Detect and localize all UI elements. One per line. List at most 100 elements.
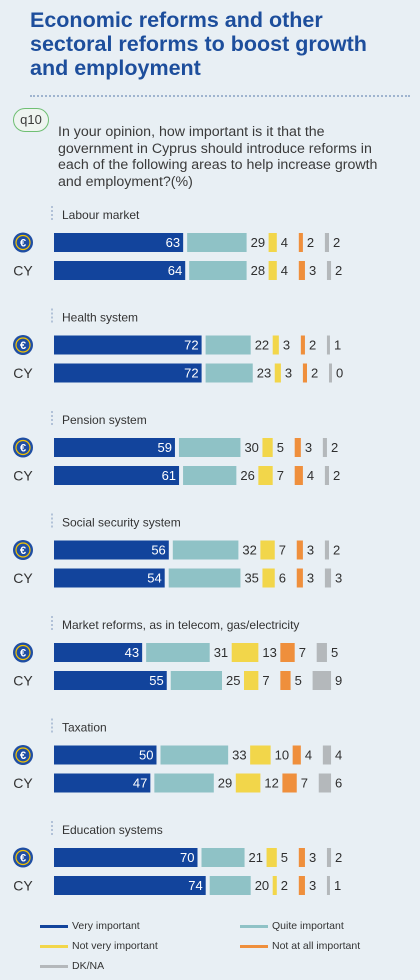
data-label: 2	[311, 366, 318, 381]
data-label: 4	[307, 468, 314, 483]
bar-segment-eu-4-6	[326, 848, 332, 867]
data-label: 3	[335, 571, 342, 586]
bar-segment-eu-0-4	[54, 643, 143, 662]
bar-segment-cy-4-6	[326, 876, 330, 895]
row-label-cy: CY	[13, 570, 33, 586]
bar-segment-cy-0-0	[54, 261, 186, 280]
legend-label: Quite important	[272, 920, 344, 932]
legend-item: DK/NA	[40, 960, 104, 972]
eu-badge-ring	[15, 542, 31, 558]
data-label: 7	[277, 468, 284, 483]
data-label: 0	[336, 366, 343, 381]
bar-segment-cy-4-1	[329, 363, 332, 383]
bar-segment-cy-3-2	[294, 466, 303, 485]
legend-swatch	[40, 924, 68, 928]
data-label: 74	[188, 878, 202, 893]
bar-segment-cy-4-3	[324, 568, 332, 588]
row-label-cy: CY	[13, 263, 33, 279]
row-label-eu: €	[20, 238, 26, 250]
row-label-cy: CY	[13, 878, 33, 894]
data-label: 31	[214, 645, 228, 660]
bar-segment-eu-3-2	[294, 438, 301, 457]
row-label-cy: CY	[13, 673, 33, 689]
data-label: 29	[218, 776, 232, 791]
data-label: 61	[162, 468, 176, 483]
legend-label: Not at all important	[272, 940, 361, 952]
row-label-eu: €	[20, 340, 26, 352]
legend-item: Not very important	[40, 940, 158, 952]
data-label: 22	[255, 338, 269, 353]
bar-segment-cy-2-5	[235, 773, 261, 793]
data-label: 3	[309, 850, 316, 865]
bar-segment-cy-1-2	[183, 466, 237, 485]
row-label-cy: CY	[13, 775, 33, 791]
bar-segment-cy-0-5	[54, 773, 151, 793]
bar-segment-eu-1-4	[146, 643, 210, 662]
data-label: 30	[244, 440, 258, 455]
bar-segment-eu-2-1	[272, 335, 279, 355]
title-divider	[30, 95, 410, 97]
data-label: 3	[309, 878, 316, 893]
bar-segment-cy-2-3	[262, 568, 275, 588]
category-label: Market reforms, as in telecom, gas/elect…	[62, 618, 299, 632]
bar-segment-cy-0-1	[54, 363, 202, 383]
data-label: 3	[305, 440, 312, 455]
category-label: Taxation	[62, 721, 107, 735]
data-label: 3	[285, 366, 292, 381]
bar-segment-eu-2-5	[250, 745, 271, 765]
data-label: 5	[295, 673, 302, 688]
data-label: 50	[139, 748, 153, 763]
bar-segment-cy-1-3	[168, 568, 241, 588]
legend-item: Quite important	[240, 920, 344, 932]
data-label: 2	[309, 338, 316, 353]
data-label: 1	[334, 338, 341, 353]
eu-badge-ring	[15, 644, 31, 661]
data-label: 4	[335, 748, 342, 763]
data-label: 3	[307, 571, 314, 586]
data-label: 32	[242, 543, 256, 558]
data-label: 64	[168, 263, 182, 278]
bar-segment-eu-1-0	[187, 233, 247, 252]
data-label: 56	[151, 543, 165, 558]
bar-segment-eu-4-4	[316, 643, 327, 662]
data-label: 4	[281, 263, 288, 278]
legend-label: DK/NA	[72, 960, 105, 972]
data-label: 5	[277, 440, 284, 455]
eu-badge-ring	[15, 337, 31, 353]
data-label: 72	[184, 338, 198, 353]
bar-segment-cy-4-2	[324, 466, 329, 485]
bar-segment-eu-1-6	[201, 848, 245, 867]
row-label-eu: €	[20, 545, 26, 557]
data-label: 2	[333, 235, 340, 250]
bar-segment-cy-1-6	[209, 876, 251, 895]
category-label: Labour market	[62, 208, 140, 222]
bar-segment-cy-1-0	[189, 261, 247, 280]
data-label: 70	[180, 850, 194, 865]
legend-item: Very important	[40, 920, 140, 932]
page-title: Economic reforms and other sectoral refo…	[30, 8, 367, 80]
category-label: Social security system	[62, 516, 181, 530]
legend-swatch	[40, 964, 68, 968]
data-label: 72	[184, 366, 198, 381]
bar-segment-cy-3-5	[282, 773, 297, 793]
data-label: 3	[283, 338, 290, 353]
category-label: Pension system	[62, 413, 147, 427]
row-label-cy: CY	[13, 365, 33, 381]
data-label: 55	[149, 673, 163, 688]
eu-badge-ring	[15, 849, 31, 866]
bar-segment-eu-0-2	[54, 438, 175, 457]
data-label: 2	[307, 235, 314, 250]
data-label: 3	[309, 263, 316, 278]
data-label: 26	[240, 468, 254, 483]
bar-segment-eu-1-5	[160, 745, 229, 765]
bar-segment-eu-0-0	[54, 233, 184, 252]
bar-segment-eu-1-1	[205, 335, 251, 355]
bar-segment-eu-0-1	[54, 335, 202, 355]
data-label: 63	[166, 235, 180, 250]
data-label: 2	[281, 878, 288, 893]
bar-segment-eu-0-6	[54, 848, 198, 867]
bar-segment-eu-2-6	[266, 848, 277, 867]
data-label: 1	[334, 878, 341, 893]
bar-segment-eu-0-5	[54, 745, 157, 765]
data-label: 5	[331, 645, 338, 660]
